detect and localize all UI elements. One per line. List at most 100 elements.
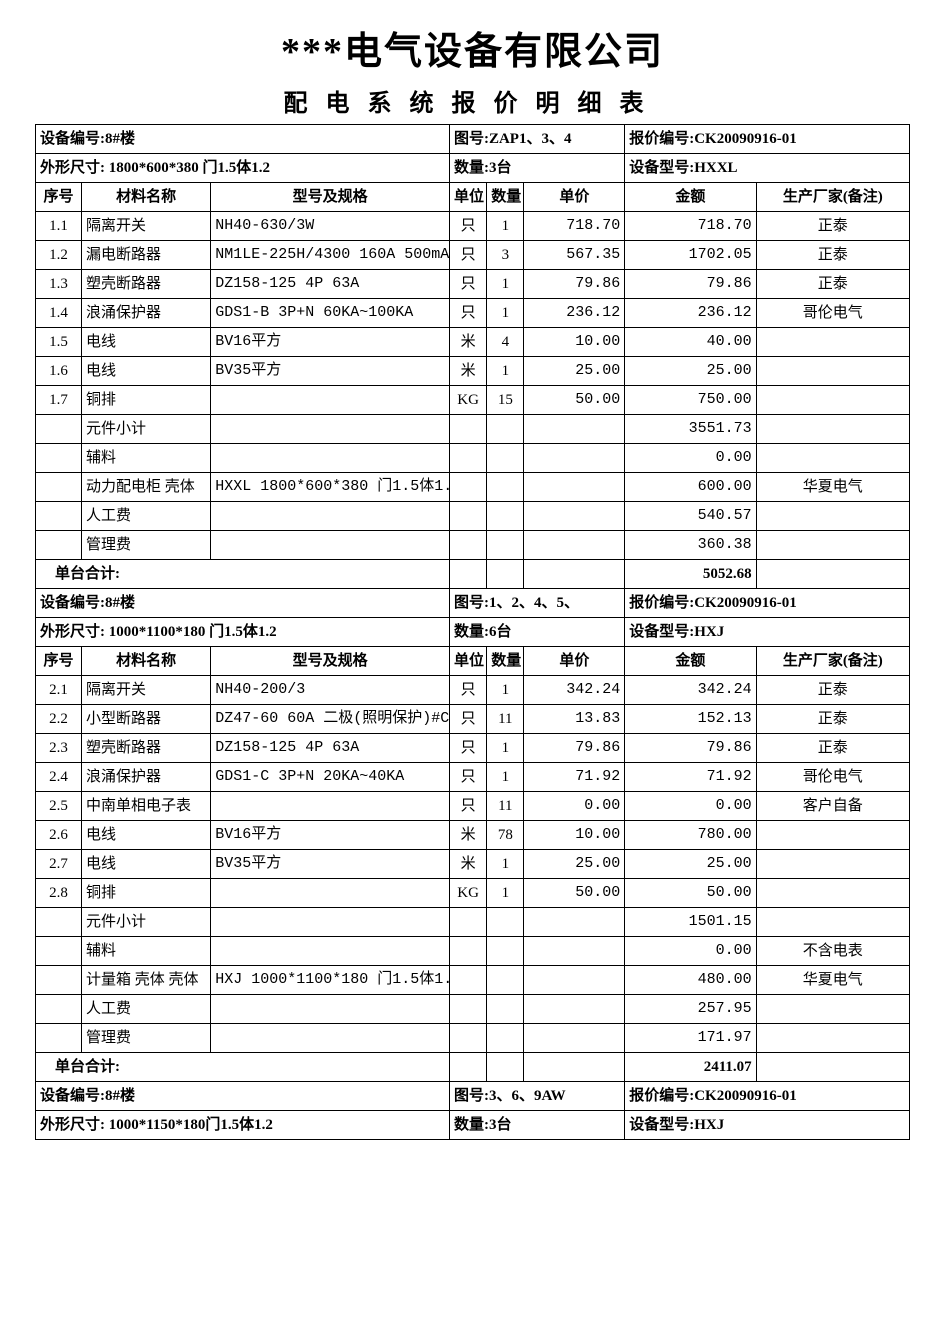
row-price: 25.00 [524,357,625,386]
model: 设备型号:HXJ [625,618,910,647]
device-number: 设备编号:8#楼 [36,125,450,154]
row-mfr: 正泰 [756,270,909,299]
cell [449,415,486,444]
row-unit: 只 [449,676,486,705]
company-title: ***电气设备有限公司 [35,20,910,75]
cell [524,937,625,966]
row-unit: 只 [449,734,486,763]
cell [449,531,486,560]
row-unit: 只 [449,299,486,328]
cell [487,1024,524,1053]
cell [211,444,450,473]
row-unit: 只 [449,270,486,299]
row-amount: 750.00 [625,386,756,415]
row-mfr [756,328,909,357]
cell [487,444,524,473]
cell [449,908,486,937]
cell [211,502,450,531]
body-spec: HXJ 1000*1100*180 门1.5体1.2 [211,966,450,995]
row-mfr: 客户自备 [756,792,909,821]
cell [487,937,524,966]
cell [756,1024,909,1053]
row-seq: 1.3 [36,270,82,299]
row-mfr: 正泰 [756,212,909,241]
dimensions: 外形尺寸: 1000*1100*180 门1.5体1.2 [36,618,450,647]
row-qty: 3 [487,241,524,270]
row-mfr [756,386,909,415]
cell [211,1024,450,1053]
row-name: 电线 [81,821,210,850]
row-name: 铜排 [81,879,210,908]
row-unit: 米 [449,821,486,850]
row-mfr [756,821,909,850]
total-value: 2411.07 [625,1053,756,1082]
row-seq: 1.6 [36,357,82,386]
row-qty: 1 [487,212,524,241]
cell [211,995,450,1024]
row-unit: 只 [449,792,486,821]
cell [449,937,486,966]
cell [36,937,82,966]
col-price: 单价 [524,183,625,212]
total-value: 5052.68 [625,560,756,589]
cell [36,1024,82,1053]
quote-number: 报价编号:CK20090916-01 [625,1082,910,1111]
col-price: 单价 [524,647,625,676]
cell [449,502,486,531]
cell [36,502,82,531]
cell [524,995,625,1024]
row-seq: 2.2 [36,705,82,734]
cell [487,1053,524,1082]
body-amount: 480.00 [625,966,756,995]
body-mfr: 华夏电气 [756,473,909,502]
row-spec: GDS1-B 3P+N 60KA~100KA [211,299,450,328]
labor-label: 人工费 [81,995,210,1024]
total-label: 单台合计: [36,1053,450,1082]
row-mfr: 正泰 [756,676,909,705]
cell [211,937,450,966]
subtitle: 配电系统报价明细表 [35,83,910,118]
mgmt-amount: 360.38 [625,531,756,560]
row-spec: BV16平方 [211,821,450,850]
row-amount: 236.12 [625,299,756,328]
quote-number: 报价编号:CK20090916-01 [625,125,910,154]
row-name: 隔离开关 [81,212,210,241]
cell [756,995,909,1024]
row-amount: 342.24 [625,676,756,705]
cell [524,1024,625,1053]
labor-amount: 257.95 [625,995,756,1024]
row-name: 浪涌保护器 [81,763,210,792]
row-name: 电线 [81,328,210,357]
cell [524,560,625,589]
row-qty: 1 [487,734,524,763]
row-amount: 50.00 [625,879,756,908]
row-name: 浪涌保护器 [81,299,210,328]
row-name: 电线 [81,357,210,386]
row-spec: BV35平方 [211,850,450,879]
row-qty: 1 [487,299,524,328]
cell [756,560,909,589]
row-qty: 78 [487,821,524,850]
row-name: 电线 [81,850,210,879]
row-spec: DZ158-125 4P 63A [211,734,450,763]
mgmt-label: 管理费 [81,1024,210,1053]
row-amount: 152.13 [625,705,756,734]
quantity: 数量:3台 [449,154,624,183]
cell [756,502,909,531]
aux-amount: 0.00 [625,937,756,966]
row-unit: 米 [449,850,486,879]
cell [756,908,909,937]
row-price: 50.00 [524,386,625,415]
row-name: 小型断路器 [81,705,210,734]
row-seq: 1.4 [36,299,82,328]
cell [449,966,486,995]
drawing-number: 图号:ZAP1、3、4 [449,125,624,154]
quote-table: 设备编号:8#楼图号:ZAP1、3、4报价编号:CK20090916-01外形尺… [35,124,910,1140]
cell [524,1053,625,1082]
row-amount: 79.86 [625,734,756,763]
row-seq: 2.6 [36,821,82,850]
cell [524,908,625,937]
row-amount: 40.00 [625,328,756,357]
cell [36,415,82,444]
cell [487,908,524,937]
